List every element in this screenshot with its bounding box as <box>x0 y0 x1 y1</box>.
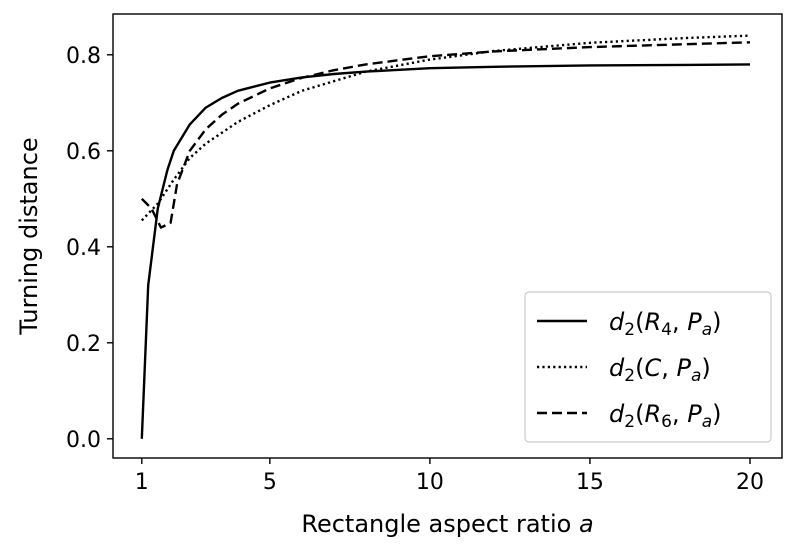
legend: d2(R4, Pa) d2(C, Pa) d2(R6, Pa) <box>524 291 772 443</box>
x-tick-label: 20 <box>736 470 764 495</box>
x-tick-label: 5 <box>263 470 277 495</box>
series-line-3 <box>140 41 751 229</box>
legend-label: d2(R4, Pa) <box>609 308 722 340</box>
y-tick-label: 0.0 <box>66 428 101 453</box>
legend-label: d2(R6, Pa) <box>609 400 722 432</box>
legend-label: d2(C, Pa) <box>609 354 711 386</box>
x-tick-label: 10 <box>416 470 444 495</box>
plot-frame <box>112 13 783 459</box>
y-axis-label: Turning distance <box>15 137 43 335</box>
y-tick-label: 0.8 <box>66 44 101 69</box>
x-axis-label: Rectangle aspect ratio a <box>301 510 593 538</box>
y-tick-label: 0.2 <box>66 332 101 357</box>
plot-area <box>140 34 751 439</box>
y-tick-label: 0.4 <box>66 236 101 261</box>
legend-box <box>524 291 772 443</box>
y-tick-label: 0.6 <box>66 140 101 165</box>
series-line-2 <box>140 34 751 222</box>
series-line-1 <box>140 63 751 439</box>
axis-ticks: 1 5 10 15 200.00.20.40.60.8 <box>66 44 764 495</box>
x-tick-label: 15 <box>576 470 604 495</box>
x-tick-label: 1 <box>135 470 149 495</box>
